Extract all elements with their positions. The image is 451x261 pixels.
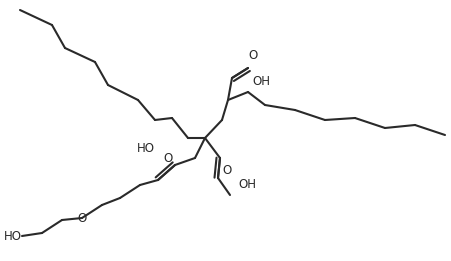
Text: O: O xyxy=(248,49,257,62)
Text: OH: OH xyxy=(238,179,256,192)
Text: O: O xyxy=(222,163,231,176)
Text: O: O xyxy=(78,212,87,225)
Text: HO: HO xyxy=(137,141,155,155)
Text: OH: OH xyxy=(252,75,270,88)
Text: O: O xyxy=(164,151,173,164)
Text: HO: HO xyxy=(4,229,22,242)
